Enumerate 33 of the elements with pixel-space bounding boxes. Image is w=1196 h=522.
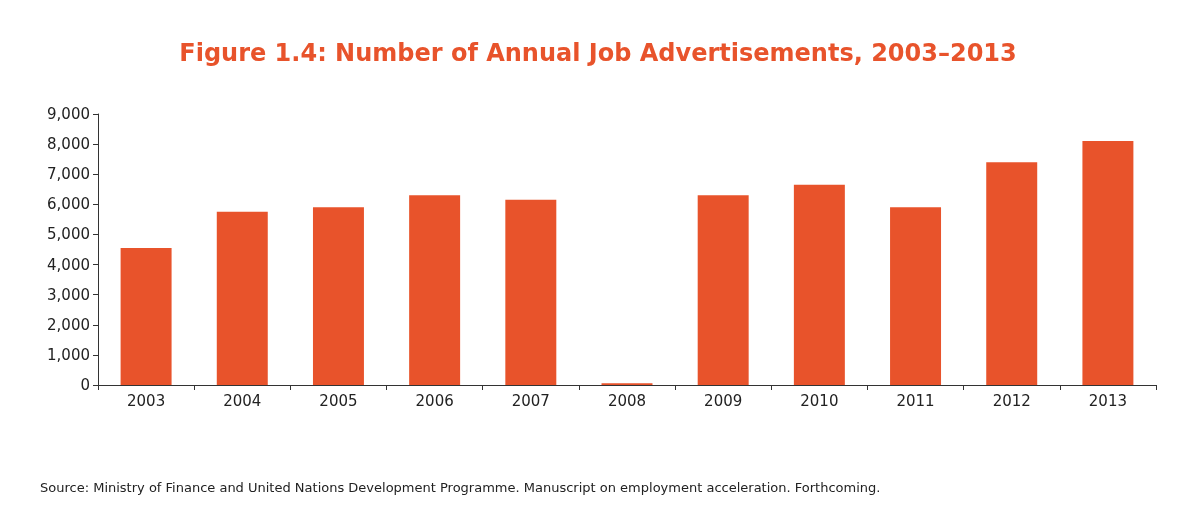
- x-tick-label: 2011: [896, 391, 935, 410]
- y-tick-label: 1,000: [47, 345, 90, 364]
- bar: [505, 199, 557, 385]
- y-tick-label: 2,000: [47, 315, 90, 334]
- x-tick-label: 2012: [992, 391, 1031, 410]
- chart-title: Figure 1.4: Number of Annual Job Advertisements, 2003–2013: [179, 39, 1017, 67]
- y-tick-label: 7,000: [47, 165, 90, 184]
- x-tick-label: 2003: [127, 391, 166, 410]
- x-tick-label: 2005: [319, 391, 358, 410]
- y-tick-label: 0: [80, 376, 90, 394]
- x-tick-label: 2009: [704, 391, 743, 410]
- x-tick-label: 2006: [415, 391, 454, 410]
- bar: [120, 247, 172, 385]
- bar: [793, 184, 845, 385]
- bar: [1082, 141, 1134, 385]
- x-tick-label: 2010: [800, 391, 839, 410]
- y-tick-label: 5,000: [47, 225, 90, 244]
- x-tick-label: 2008: [607, 391, 647, 410]
- source-note: Source: Ministry of Finance and United Nations Development Programme. Manuscript on employment acceleration. Forthcoming.: [40, 480, 881, 495]
- x-tick-label: 2004: [223, 391, 262, 410]
- bar: [409, 195, 461, 385]
- y-tick-label: 4,000: [47, 255, 90, 274]
- bar: [890, 207, 942, 385]
- bar: [312, 207, 364, 385]
- bar: [986, 162, 1038, 385]
- y-tick-label: 8,000: [47, 135, 90, 154]
- bar: [697, 195, 749, 385]
- y-tick-label: 6,000: [47, 195, 90, 214]
- x-tick-label: 2013: [1088, 391, 1127, 410]
- y-tick-label: 3,000: [47, 285, 90, 304]
- x-tick-label: 2007: [511, 391, 550, 410]
- y-tick-label: 9,000: [47, 105, 90, 123]
- bar: [216, 211, 268, 385]
